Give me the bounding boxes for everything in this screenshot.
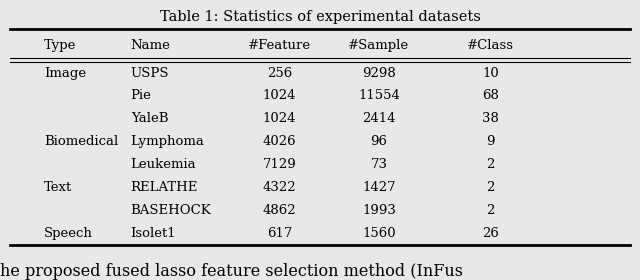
Text: Table 1: Statistics of experimental datasets: Table 1: Statistics of experimental data… [159,10,481,24]
Text: 4322: 4322 [263,181,296,194]
Text: 4026: 4026 [263,135,296,148]
Text: 1024: 1024 [263,90,296,102]
Text: YaleB: YaleB [131,112,168,125]
Text: 2: 2 [486,181,495,194]
Text: USPS: USPS [131,67,169,80]
Text: Image: Image [44,67,86,80]
Text: 73: 73 [371,158,387,171]
Text: 9298: 9298 [362,67,396,80]
Text: he proposed fused lasso feature selection method (InFus: he proposed fused lasso feature selectio… [0,263,463,280]
Text: #Sample: #Sample [348,39,410,52]
Text: Isolet1: Isolet1 [131,227,176,240]
Text: 1993: 1993 [362,204,396,217]
Text: 9: 9 [486,135,495,148]
Text: Leukemia: Leukemia [131,158,196,171]
Text: #Class: #Class [467,39,514,52]
Text: 1427: 1427 [362,181,396,194]
Text: RELATHE: RELATHE [131,181,198,194]
Text: Biomedical: Biomedical [44,135,118,148]
Text: 1560: 1560 [362,227,396,240]
Text: 1024: 1024 [263,112,296,125]
Text: Type: Type [44,39,76,52]
Text: 256: 256 [267,67,292,80]
Text: 2: 2 [486,204,495,217]
Text: 4862: 4862 [263,204,296,217]
Text: 2: 2 [486,158,495,171]
Text: Text: Text [44,181,72,194]
Text: Lymphoma: Lymphoma [131,135,205,148]
Text: 11554: 11554 [358,90,400,102]
Text: 68: 68 [483,90,499,102]
Text: 96: 96 [371,135,387,148]
Text: #Feature: #Feature [248,39,311,52]
Text: 617: 617 [267,227,292,240]
Text: 38: 38 [483,112,499,125]
Text: BASEHOCK: BASEHOCK [131,204,211,217]
Text: Pie: Pie [131,90,152,102]
Text: 10: 10 [483,67,499,80]
Text: Name: Name [131,39,170,52]
Text: 7129: 7129 [263,158,296,171]
Text: Speech: Speech [44,227,93,240]
Text: 2414: 2414 [362,112,396,125]
Text: 26: 26 [483,227,499,240]
